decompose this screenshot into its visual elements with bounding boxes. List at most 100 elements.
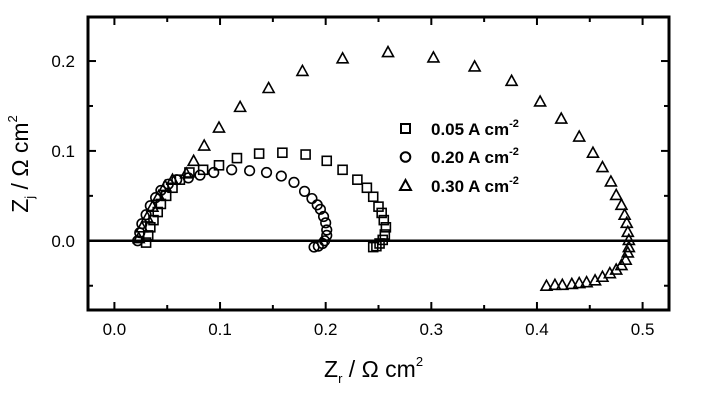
triangle-marker-icon (398, 177, 413, 191)
circle-marker (308, 241, 320, 253)
series-triangle (131, 44, 636, 292)
triangle-marker (426, 50, 441, 63)
triangle-marker (609, 187, 624, 201)
triangle-marker (467, 59, 482, 72)
triangle-marker (572, 275, 587, 289)
triangle-marker (335, 51, 350, 64)
square-marker (184, 167, 195, 178)
circle-marker (314, 203, 327, 215)
square-marker (367, 191, 379, 203)
x-axis-label: Zr / Ω cm2 (324, 354, 423, 386)
y-axis-label: Zj / Ω cm2 (5, 115, 37, 213)
triangle-marker (197, 138, 212, 151)
triangle-marker (140, 210, 155, 223)
square-marker (367, 241, 379, 253)
svg-text:Zj / Ω cm2: Zj / Ω cm2 (5, 115, 37, 213)
square-marker (352, 174, 363, 185)
x-tick-label: 0.2 (314, 320, 338, 339)
tick-labels: 0.0 0.1 0.2 0.3 0.4 0.5 0.0 0.1 0.2 (51, 52, 654, 339)
circle-marker (208, 166, 220, 179)
circle-marker (320, 217, 332, 229)
triangle-marker (179, 166, 194, 179)
circle-marker-icon (399, 151, 412, 163)
triangle-marker (151, 188, 166, 202)
triangle-marker (145, 199, 160, 212)
triangle-marker (602, 265, 617, 279)
circle-marker (140, 209, 152, 221)
square-marker (231, 152, 243, 164)
circle-marker (317, 210, 330, 223)
x-tick-label: 0.3 (419, 320, 443, 339)
square-marker (253, 148, 265, 159)
triangle-marker (622, 239, 636, 253)
square-marker (373, 201, 384, 212)
triangle-marker (564, 276, 579, 290)
triangle-marker (186, 153, 201, 167)
square-marker (380, 222, 392, 233)
circle-marker (260, 166, 273, 179)
triangle-marker (212, 120, 226, 133)
circle-marker (298, 185, 311, 197)
square-marker (378, 214, 390, 226)
triangle-marker (533, 94, 547, 107)
circle-marker (226, 164, 238, 176)
square-marker-icon (400, 123, 411, 134)
triangle-marker (595, 269, 610, 283)
svg-text:0.20 A cm-2: 0.20 A cm-2 (431, 146, 519, 167)
y-tick-label: 0.0 (51, 232, 75, 251)
triangle-marker (586, 145, 600, 159)
circle-marker (319, 235, 331, 247)
plot-frame (86, 15, 671, 312)
triangle-marker (614, 197, 629, 211)
circle-marker (244, 165, 256, 177)
triangle-marker (617, 207, 632, 221)
square-marker (321, 155, 333, 167)
circle-marker (288, 176, 300, 188)
square-marker (371, 240, 382, 252)
x-tick-label: 0.5 (631, 320, 655, 339)
svg-text:Zr / Ω cm2: Zr / Ω cm2 (324, 354, 423, 386)
legend-item-0.30: 0.30 A cm-2 (398, 175, 519, 196)
circle-marker (312, 240, 324, 252)
triangle-marker (555, 277, 570, 291)
square-marker (361, 182, 373, 194)
triangle-marker (539, 278, 554, 292)
circle-marker (275, 170, 287, 182)
triangle-marker (618, 252, 633, 265)
series-square (140, 147, 392, 253)
triangle-marker (233, 99, 247, 113)
circle-marker (150, 192, 162, 204)
circle-marker (136, 218, 148, 230)
triangle-marker (595, 159, 610, 173)
triangle-marker (609, 262, 624, 275)
square-marker (300, 149, 311, 160)
triangle-marker (604, 174, 618, 187)
circle-marker (321, 224, 333, 236)
square-marker (213, 159, 225, 171)
svg-text:0.05 A cm-2: 0.05 A cm-2 (431, 118, 519, 139)
triangle-marker (165, 172, 180, 185)
triangle-marker (572, 129, 587, 142)
triangle-marker (381, 44, 395, 58)
triangle-marker (504, 73, 519, 87)
triangle-marker (548, 277, 562, 291)
square-marker (377, 234, 389, 246)
axis-ticks (88, 17, 669, 310)
triangle-marker (261, 80, 276, 94)
triangle-marker (579, 274, 594, 288)
square-marker (374, 238, 385, 249)
triangle-marker (588, 273, 602, 286)
axes-box (86, 15, 671, 312)
x-tick-label: 0.0 (103, 320, 127, 339)
circle-marker (306, 192, 318, 205)
triangle-marker (135, 220, 149, 233)
svg-text:0.30 A cm-2: 0.30 A cm-2 (431, 175, 519, 196)
legend-item-0.05: 0.05 A cm-2 (400, 118, 519, 139)
triangle-marker (131, 230, 146, 244)
triangle-marker (295, 63, 310, 77)
triangle-marker (158, 178, 172, 192)
x-tick-label: 0.1 (208, 320, 232, 339)
square-marker (337, 164, 348, 176)
triangle-marker (622, 232, 636, 246)
